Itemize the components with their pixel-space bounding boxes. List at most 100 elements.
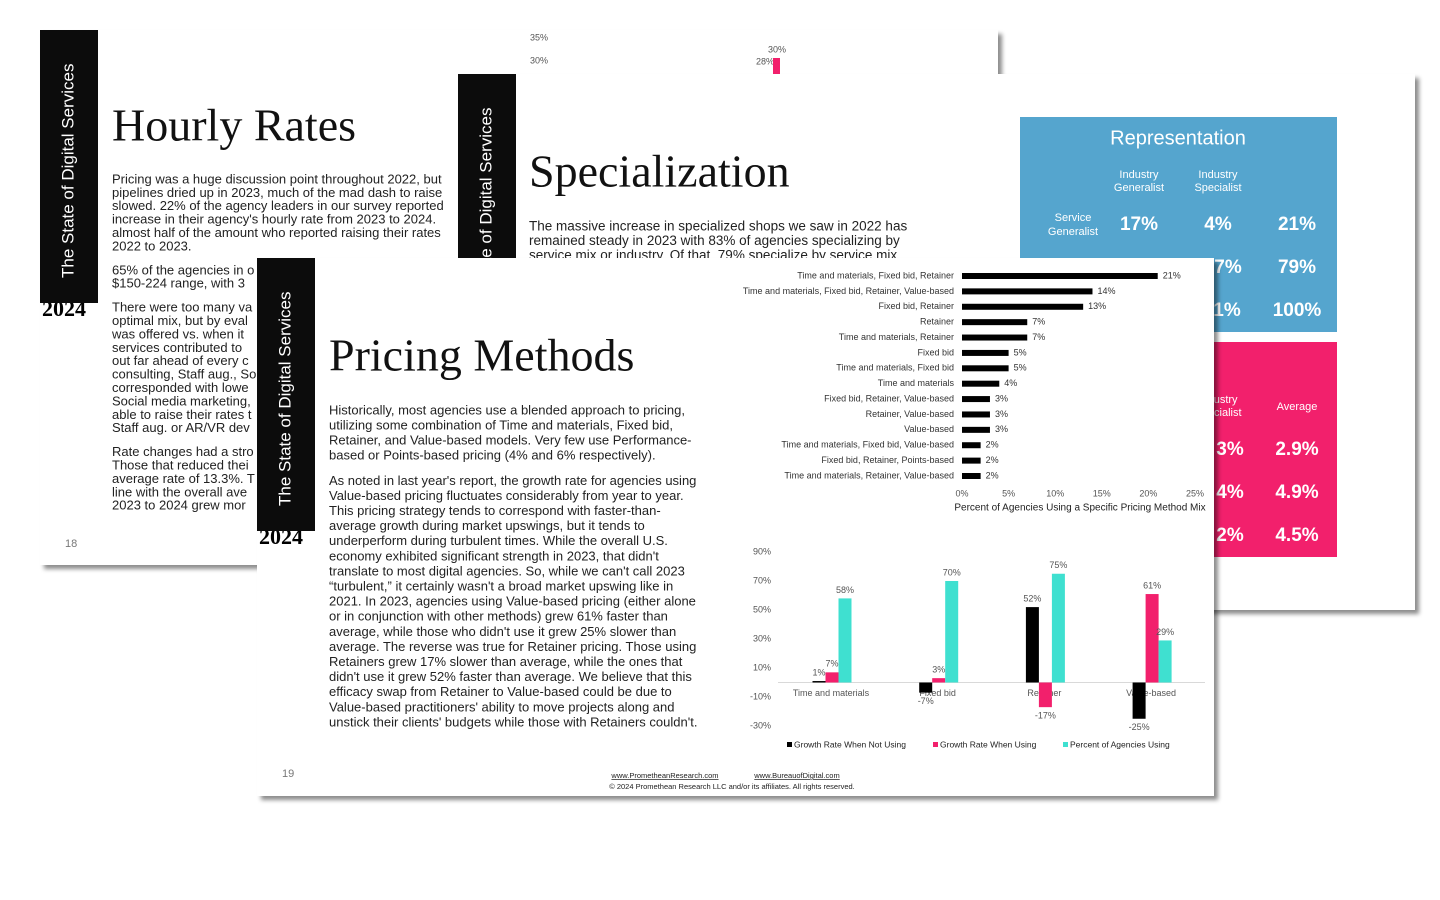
body-line: services contributed to (112, 340, 242, 355)
bar (962, 334, 1028, 341)
body-line: $150-224 range, with 3 (112, 276, 245, 291)
category-label: Time and materials, Fixed bid, Retainer (797, 270, 954, 280)
body-line: 2022 to 2023. (112, 238, 192, 253)
body-line: translate to most digital agencies. So, … (329, 563, 685, 578)
copyright: © 2024 Promethean Research LLC and/or it… (609, 782, 855, 791)
bar (932, 678, 946, 683)
category-label: Retainer (920, 317, 954, 327)
bar (962, 396, 990, 403)
body-line: As noted in last year's report, the grow… (329, 473, 696, 488)
bar (962, 303, 1084, 310)
value-label: 3% (995, 424, 1008, 434)
table-value: 1% (1213, 300, 1241, 321)
value-label: 29% (1156, 627, 1174, 637)
sidebar-text: The State of Digital Services (58, 64, 77, 278)
x-tick-label: 0% (955, 488, 968, 498)
x-tick-label: 5% (1002, 488, 1015, 498)
body-line: Retainer, and Value-based models. Very f… (329, 433, 692, 448)
body-line: consulting, Staff aug., So (112, 367, 256, 382)
value-label: 70% (943, 567, 961, 577)
tick-label: 30% (530, 55, 548, 65)
value-label: 28% (756, 56, 774, 66)
body-line: average. The reverse was true for Retain… (329, 639, 696, 654)
body-line: utilizing some combination of Time and m… (329, 418, 673, 433)
table-value: 4% (1216, 482, 1244, 503)
bar (962, 319, 1028, 326)
bar (962, 365, 1009, 372)
page-number: 18 (65, 538, 77, 550)
category-label: Fixed bid, Retainer, Points-based (821, 455, 954, 465)
legend-label: Percent of Agencies Using (1070, 739, 1170, 749)
table-value: 4% (1204, 214, 1232, 235)
table-value: 7% (1214, 257, 1242, 278)
slide-title: Hourly Rates (112, 100, 356, 151)
category-label: Time and materials, Fixed bid, Retainer,… (743, 286, 954, 296)
footer-link: www.PrometheanResearch.com (610, 771, 718, 780)
value-label: 3% (995, 393, 1008, 403)
x-tick-label: 25% (1186, 488, 1204, 498)
value-label: 75% (1049, 560, 1067, 570)
slide (257, 258, 1214, 796)
legend-swatch (1063, 742, 1068, 747)
body-line: Historically, most agencies use a blende… (329, 402, 685, 417)
column-header: Industry (1119, 169, 1159, 181)
bar (1038, 682, 1052, 708)
x-tick-label: 20% (1139, 488, 1157, 498)
bar (825, 672, 839, 683)
bar (1158, 640, 1172, 683)
category-label: Fixed bid, Retainer, Value-based (824, 393, 954, 403)
column-header: Industry (1198, 169, 1238, 181)
bar (962, 349, 1009, 356)
bar (1051, 573, 1065, 683)
value-label: 3% (995, 409, 1008, 419)
value-label: 21% (1163, 270, 1181, 280)
category-label: Fixed bid, Retainer (878, 301, 954, 311)
bar (962, 273, 1158, 279)
value-label: 3% (932, 665, 945, 675)
y-tick-label: 70% (753, 575, 771, 585)
body-line: or in conjunction with other methods) gr… (329, 609, 668, 624)
body-line: Rate changes had a stro (112, 444, 254, 459)
value-label: 52% (1023, 593, 1041, 603)
body-line: Value-based pricing fluctuates considera… (329, 488, 684, 503)
sidebar (257, 258, 315, 531)
row-header: Service (1055, 212, 1092, 224)
body-line: Value-based practitioners' ability to mo… (329, 699, 675, 714)
bar (1025, 607, 1039, 683)
footer-link: www.BureauofDigital.com (753, 771, 839, 780)
body-line: economy exhibited significant strength i… (329, 548, 659, 563)
legend-label: Growth Rate When Using (940, 739, 1037, 749)
table-value: 21% (1278, 214, 1316, 235)
category-label: Time and materials (793, 688, 870, 698)
value-label: 13% (1088, 301, 1106, 311)
page-number: 19 (282, 768, 294, 780)
body-line: underperform during turbulent times. Whi… (329, 533, 668, 548)
legend-swatch (787, 742, 792, 747)
body-line: Retainers grew 17% slower than average, … (329, 654, 683, 669)
x-tick-label: 15% (1093, 488, 1111, 498)
category-label: Fixed bid (919, 688, 956, 698)
body-line: out far ahead of every c (112, 353, 249, 368)
body-line: remained steady in 2023 with 83% of agen… (529, 233, 900, 248)
body-line: average rate of 13.3%. T (112, 471, 255, 486)
bar (1145, 594, 1159, 683)
y-tick-label: 90% (753, 546, 771, 556)
body-line: increase in their agency's hourly rate f… (112, 212, 436, 227)
bar (962, 473, 981, 479)
value-label: 30% (768, 44, 786, 54)
bar (962, 411, 990, 418)
category-label: Value-based (1126, 688, 1176, 698)
y-tick-label: -10% (750, 691, 771, 701)
body-line: average, while those who didn't use it g… (329, 624, 676, 639)
table-value: 4.9% (1275, 482, 1318, 503)
bar (962, 288, 1093, 295)
bar (962, 426, 990, 433)
body-line: average growth during market upswings, b… (329, 518, 645, 533)
sidebar (40, 30, 98, 303)
value-label: 61% (1143, 580, 1161, 590)
body-line: Staff aug. or AR/VR dev (112, 420, 250, 435)
body-line: optimal mix, but by eval (112, 313, 248, 328)
row-header: Generalist (1048, 226, 1098, 238)
body-line: based or Points-based pricing (4% and 6%… (329, 448, 656, 463)
body-line: didn't use it grew 52% faster than avera… (329, 669, 692, 684)
